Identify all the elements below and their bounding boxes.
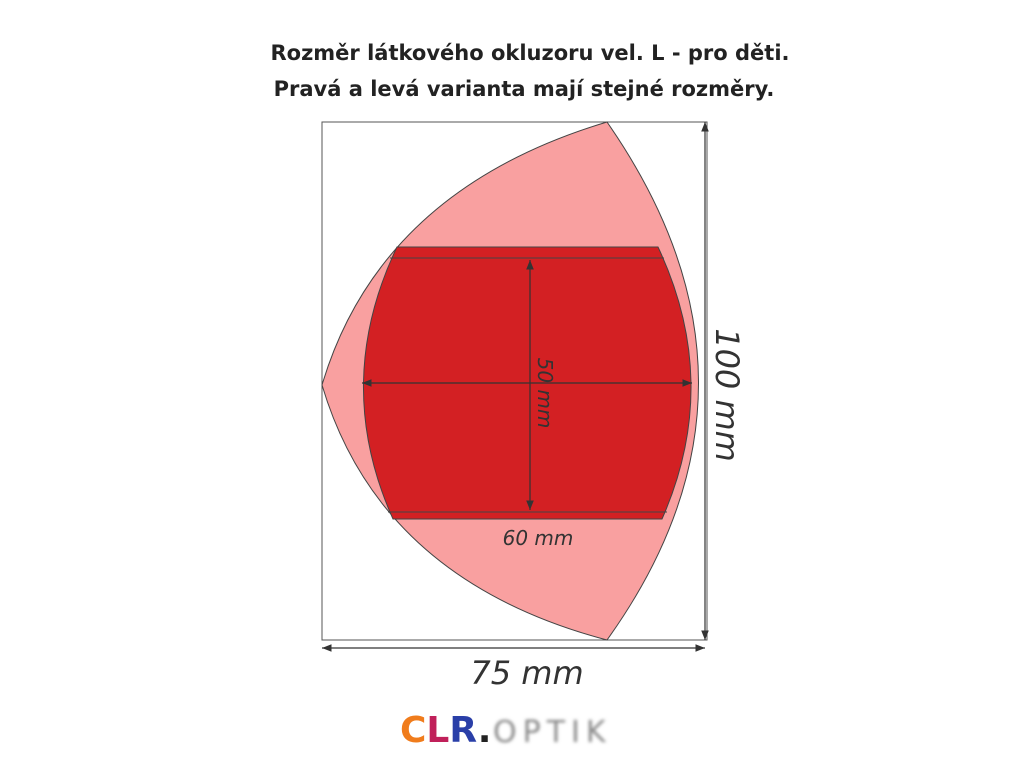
title-line: Rozměr látkového okluzoru vel. L - pro d… xyxy=(270,41,789,65)
dimension-label: 50 mm xyxy=(533,358,557,429)
logo-dot: . xyxy=(478,710,492,751)
dimension-label: 75 mm xyxy=(470,654,583,692)
logo-suffix: OPTIK xyxy=(493,715,612,750)
dimension-label: 100 mm xyxy=(708,328,746,462)
logo: CLR. xyxy=(400,710,491,751)
logo-letter: L xyxy=(426,710,449,751)
title-line: Pravá a levá varianta mají stejné rozměr… xyxy=(274,77,775,101)
dimension-label: 60 mm xyxy=(503,526,574,550)
logo-letter: C xyxy=(400,710,426,751)
logo-letter: R xyxy=(449,710,477,751)
